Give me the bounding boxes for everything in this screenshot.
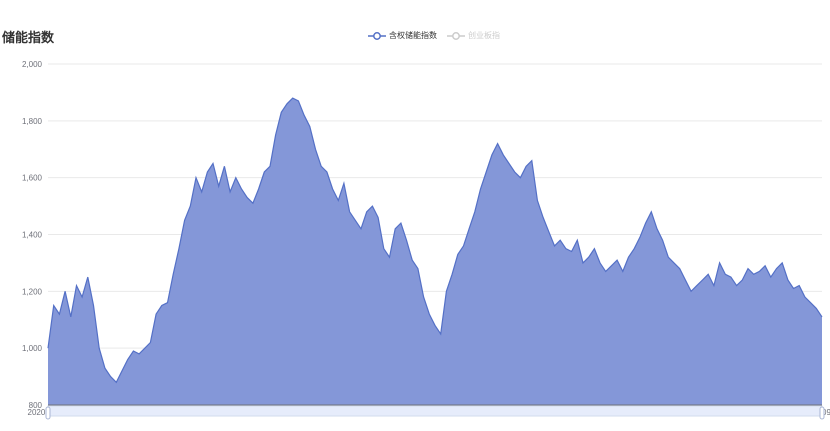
legend-line-circle-icon <box>368 31 386 40</box>
legend-item-storage-index[interactable]: 含权储能指数 <box>368 30 437 41</box>
y-tick-label: 2,000 <box>22 60 43 69</box>
y-tick-label: 1,200 <box>22 287 43 296</box>
zoom-track <box>47 405 823 417</box>
y-tick-label: 1,400 <box>22 231 43 240</box>
series-line <box>47 97 823 384</box>
legend-item-chinext-index[interactable]: 创业板指 <box>447 30 500 41</box>
series-area <box>48 98 822 405</box>
legend-label: 创业板指 <box>468 31 500 40</box>
legend-label: 含权储能指数 <box>389 31 437 40</box>
chart-title: 储能指数 <box>2 30 55 45</box>
y-tick-label: 1,600 <box>22 174 43 183</box>
zoom-handle-left[interactable] <box>45 406 51 420</box>
zoom-handle-right[interactable] <box>819 406 825 420</box>
y-tick-label: 1,000 <box>22 344 43 353</box>
plot-area <box>47 97 823 405</box>
legend-line-circle-icon <box>447 31 465 40</box>
y-tick-label: 800 <box>29 401 43 410</box>
y-tick-label: 1,800 <box>22 117 43 126</box>
data-zoom-slider[interactable] <box>45 405 825 420</box>
legend: 含权储能指数 创业板指 <box>368 30 500 41</box>
